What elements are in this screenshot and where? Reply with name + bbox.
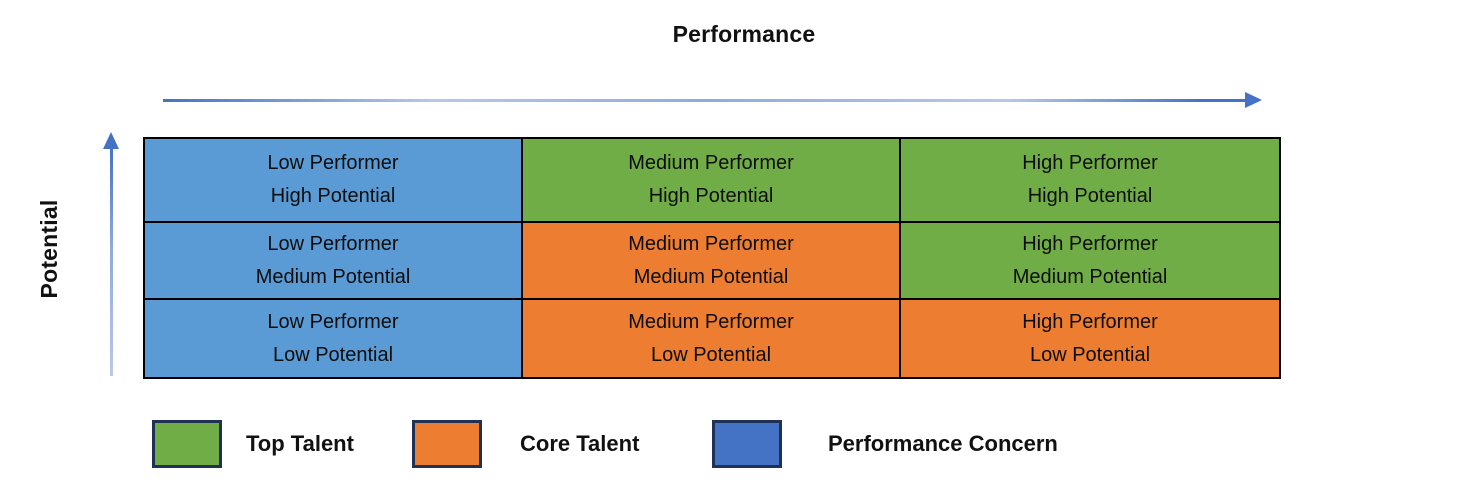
cell-line2: Medium Potential [255, 265, 411, 288]
cell-medium-performer-high-potential: Medium Performer High Potential [523, 139, 901, 223]
legend-label-top-talent: Top Talent [246, 431, 354, 456]
talent-matrix: Low Performer High Potential Medium Perf… [143, 137, 1281, 379]
cell-line1: Low Performer [267, 232, 399, 255]
cell-line1: High Performer [1022, 232, 1158, 255]
performance-axis-title: Performance [672, 21, 816, 47]
cell-low-performer-high-potential: Low Performer High Potential [145, 139, 523, 223]
cell-line2: Medium Potential [1012, 265, 1168, 288]
performance-axis-arrow-line [163, 99, 1246, 102]
cell-high-performer-high-potential: High Performer High Potential [901, 139, 1279, 223]
cell-line2: Medium Potential [633, 265, 789, 288]
potential-axis-arrowhead-icon [103, 132, 119, 149]
cell-line1: Medium Performer [628, 310, 794, 333]
cell-line1: Low Performer [267, 152, 399, 174]
potential-axis-arrow-line [110, 146, 113, 376]
cell-line1: Low Performer [267, 310, 399, 333]
cell-line2: Low Potential [1029, 343, 1151, 366]
cell-high-performer-medium-potential: High Performer Medium Potential [901, 223, 1279, 300]
legend-label-core-talent: Core Talent [520, 431, 640, 456]
cell-line2: High Potential [270, 185, 396, 207]
cell-line1: Medium Performer [628, 152, 794, 174]
cell-medium-performer-medium-potential: Medium Performer Medium Potential [523, 223, 901, 300]
potential-axis-title: Potential [36, 199, 62, 299]
legend-swatch-core-talent [412, 420, 482, 468]
cell-line2: High Potential [648, 185, 774, 207]
cell-line1: High Performer [1022, 310, 1158, 333]
cell-line1: High Performer [1022, 152, 1158, 174]
cell-line2: Low Potential [272, 343, 394, 366]
cell-medium-performer-low-potential: Medium Performer Low Potential [523, 300, 901, 377]
legend-label-performance-concern: Performance Concern [828, 431, 1058, 456]
cell-line2: High Potential [1027, 185, 1153, 207]
cell-line2: Low Potential [650, 343, 772, 366]
performance-axis-arrowhead-icon [1245, 92, 1262, 108]
cell-high-performer-low-potential: High Performer Low Potential [901, 300, 1279, 377]
legend-swatch-performance-concern [712, 420, 782, 468]
cell-low-performer-medium-potential: Low Performer Medium Potential [145, 223, 523, 300]
cell-low-performer-low-potential: Low Performer Low Potential [145, 300, 523, 377]
legend-swatch-top-talent [152, 420, 222, 468]
cell-line1: Medium Performer [628, 232, 794, 255]
